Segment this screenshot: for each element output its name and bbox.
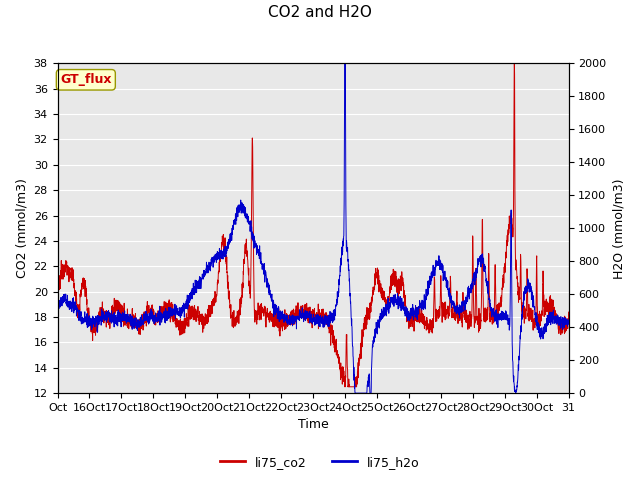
Line: li75_h2o: li75_h2o [58,63,568,393]
X-axis label: Time: Time [298,419,328,432]
li75_co2 [54,291,61,297]
li75_co2 [510,60,518,66]
Y-axis label: CO2 (mmol/m3): CO2 (mmol/m3) [15,179,28,278]
li75_h2o [341,60,349,66]
li75_h2o [272,308,280,314]
li75_h2o [54,305,61,311]
li75_h2o [500,310,508,316]
Y-axis label: H2O (mmol/m3): H2O (mmol/m3) [612,178,625,278]
li75_h2o [555,315,563,321]
li75_h2o [142,312,150,318]
li75_co2 [341,384,349,390]
li75_co2 [500,276,508,282]
Line: li75_co2: li75_co2 [58,63,568,387]
li75_h2o [564,318,572,324]
li75_co2 [142,316,150,322]
li75_h2o [250,240,257,246]
li75_co2 [555,331,563,336]
li75_co2 [112,308,120,314]
li75_co2 [272,319,280,325]
Legend: li75_co2, li75_h2o: li75_co2, li75_h2o [215,451,425,474]
li75_co2 [250,253,257,259]
li75_co2 [564,309,572,315]
Text: CO2 and H2O: CO2 and H2O [268,5,372,20]
li75_h2o [112,318,120,324]
li75_h2o [351,390,359,396]
Text: GT_flux: GT_flux [60,73,111,86]
